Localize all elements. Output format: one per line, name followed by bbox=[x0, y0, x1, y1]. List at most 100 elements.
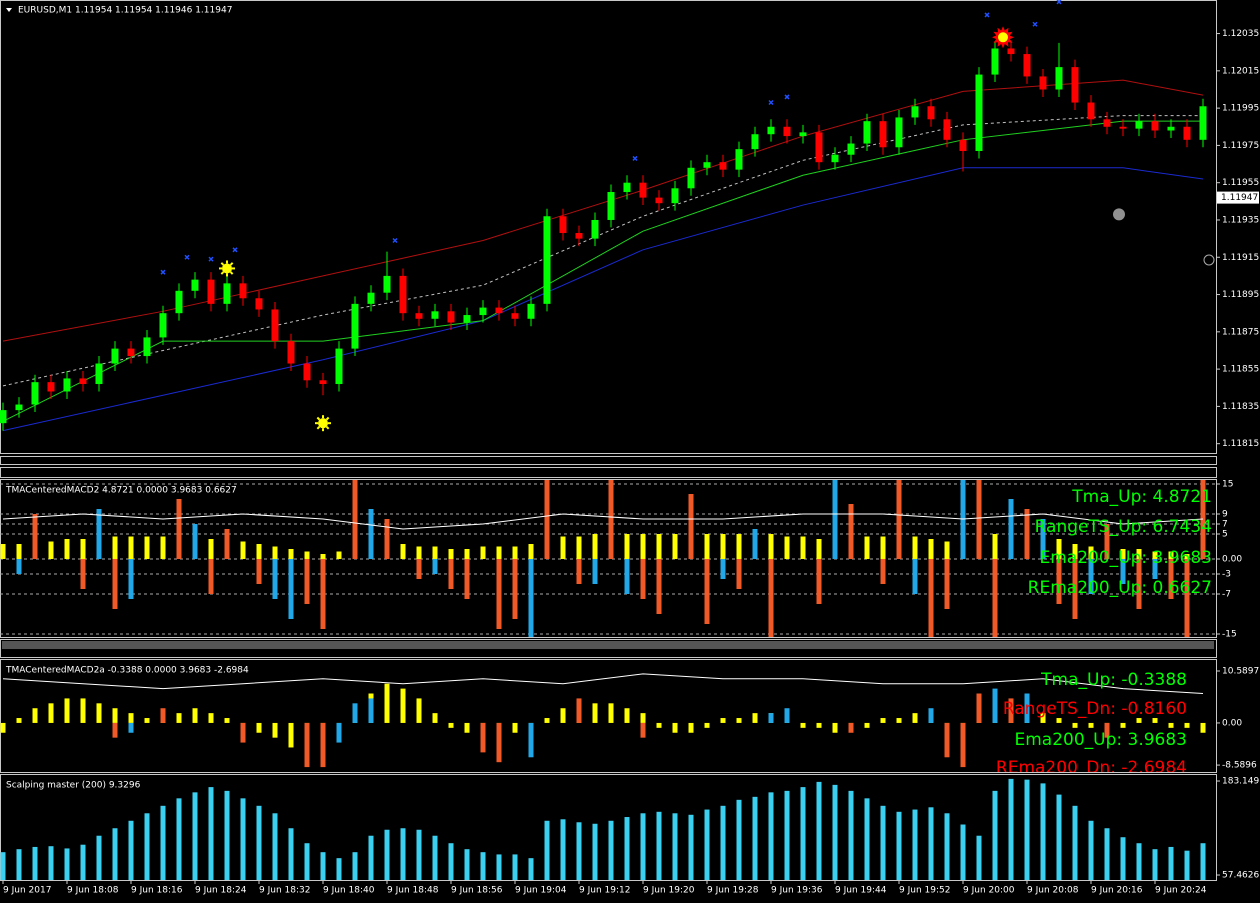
x-tick-label: 9 Jun 18:08 bbox=[67, 886, 119, 896]
histogram-bar bbox=[16, 718, 22, 723]
cross bbox=[768, 100, 774, 106]
histogram-bar bbox=[1088, 546, 1094, 559]
candle-body bbox=[159, 313, 167, 338]
candle-body bbox=[47, 382, 55, 392]
histogram-bar bbox=[80, 559, 86, 589]
histogram-bar bbox=[688, 494, 694, 559]
histogram-bar bbox=[32, 708, 38, 723]
histogram-bar bbox=[656, 811, 662, 880]
histogram-bar bbox=[704, 559, 710, 624]
histogram-bar bbox=[480, 852, 486, 880]
signal-cross bbox=[1056, 0, 1062, 5]
histogram-bar bbox=[1008, 499, 1014, 559]
y-tick-label: 0.00 bbox=[1222, 718, 1242, 728]
sun-ray bbox=[220, 262, 225, 266]
candle-body bbox=[703, 162, 711, 168]
cross bbox=[208, 256, 214, 262]
signal-cross bbox=[392, 237, 398, 244]
candle-body bbox=[31, 382, 39, 405]
y-tick-label: 10.5897 bbox=[1222, 666, 1259, 676]
histogram-bar bbox=[384, 519, 390, 559]
histogram-bar bbox=[688, 722, 694, 733]
cross bbox=[1056, 0, 1062, 5]
x-tick-label: 9 Jun 20:08 bbox=[1027, 886, 1079, 896]
histogram-bar bbox=[1008, 698, 1014, 723]
histogram-bar bbox=[912, 559, 918, 594]
histogram-bar bbox=[1120, 549, 1126, 559]
candle-body bbox=[191, 279, 199, 291]
candle-body bbox=[1103, 119, 1111, 127]
histogram-bar bbox=[528, 722, 534, 758]
histogram-bar bbox=[912, 536, 918, 559]
histogram-bar bbox=[336, 551, 342, 559]
histogram-bar bbox=[624, 534, 630, 559]
candle-body bbox=[303, 363, 311, 381]
histogram-bar bbox=[1104, 828, 1110, 880]
histogram-bar bbox=[496, 559, 502, 629]
histogram-bar bbox=[464, 722, 470, 733]
histogram-bar bbox=[416, 829, 422, 880]
histogram-bar bbox=[208, 787, 214, 880]
histogram-bar bbox=[48, 541, 54, 559]
candle-body bbox=[415, 313, 423, 319]
histogram-bar bbox=[976, 835, 982, 880]
clock-icon bbox=[1203, 254, 1215, 266]
histogram-bar bbox=[464, 849, 470, 880]
cross bbox=[232, 247, 238, 253]
y-tick-label: 7 bbox=[1222, 520, 1228, 530]
histogram-bar bbox=[1136, 718, 1142, 723]
histogram-bar bbox=[864, 798, 870, 880]
candle-body bbox=[591, 219, 599, 239]
histogram-bar bbox=[656, 722, 662, 728]
histogram-bar bbox=[432, 546, 438, 559]
histogram-bar bbox=[112, 536, 118, 559]
y-tick-label: 9 bbox=[1222, 510, 1228, 520]
cross bbox=[784, 94, 790, 100]
histogram-bar bbox=[624, 817, 630, 880]
histogram-bar bbox=[160, 536, 166, 559]
histogram-bar bbox=[176, 713, 182, 723]
histogram-bar bbox=[736, 799, 742, 880]
histogram-bar bbox=[576, 559, 582, 584]
histogram-bar bbox=[304, 722, 310, 768]
histogram-bar bbox=[992, 534, 998, 559]
histogram-bar bbox=[944, 813, 950, 880]
candle-body bbox=[1167, 126, 1175, 131]
histogram-bar bbox=[896, 811, 902, 880]
candle-body bbox=[783, 126, 791, 137]
histogram-bar bbox=[1056, 539, 1062, 559]
histogram-bar bbox=[944, 559, 950, 609]
candle-body bbox=[447, 311, 455, 323]
histogram-bar bbox=[224, 718, 230, 723]
histogram-bar bbox=[192, 792, 198, 880]
candle-body bbox=[1007, 48, 1015, 55]
candle-body bbox=[623, 182, 631, 193]
histogram-bar bbox=[416, 559, 422, 579]
histogram-bar bbox=[784, 536, 790, 559]
histogram-bar bbox=[576, 822, 582, 880]
menu-arrow bbox=[6, 8, 12, 12]
histogram-bar bbox=[32, 514, 38, 559]
candle-body bbox=[1119, 126, 1127, 129]
candle-body bbox=[671, 188, 679, 204]
histogram-bar bbox=[288, 828, 294, 880]
signal-sun bbox=[219, 260, 235, 277]
candle-body bbox=[927, 106, 935, 120]
candle-body bbox=[1071, 67, 1079, 103]
candle-body bbox=[543, 216, 551, 304]
empty-panel bbox=[0, 456, 1217, 465]
histogram-bar bbox=[0, 544, 6, 559]
candle-body bbox=[575, 233, 583, 239]
histogram-bar bbox=[448, 549, 454, 559]
histogram-bar bbox=[320, 722, 326, 768]
y-tick-label: 5 bbox=[1222, 530, 1228, 540]
candle-body bbox=[607, 192, 615, 220]
x-tick-label: 9 Jun 18:40 bbox=[323, 886, 375, 896]
candle-body bbox=[863, 121, 871, 144]
histogram-bar bbox=[1088, 820, 1094, 880]
signal-cross bbox=[632, 155, 638, 161]
indicator-label: Tma_Up: 4.8721 bbox=[1071, 487, 1212, 507]
histogram-bar bbox=[496, 546, 502, 559]
histogram-bar bbox=[112, 828, 118, 880]
histogram-bar bbox=[576, 536, 582, 559]
